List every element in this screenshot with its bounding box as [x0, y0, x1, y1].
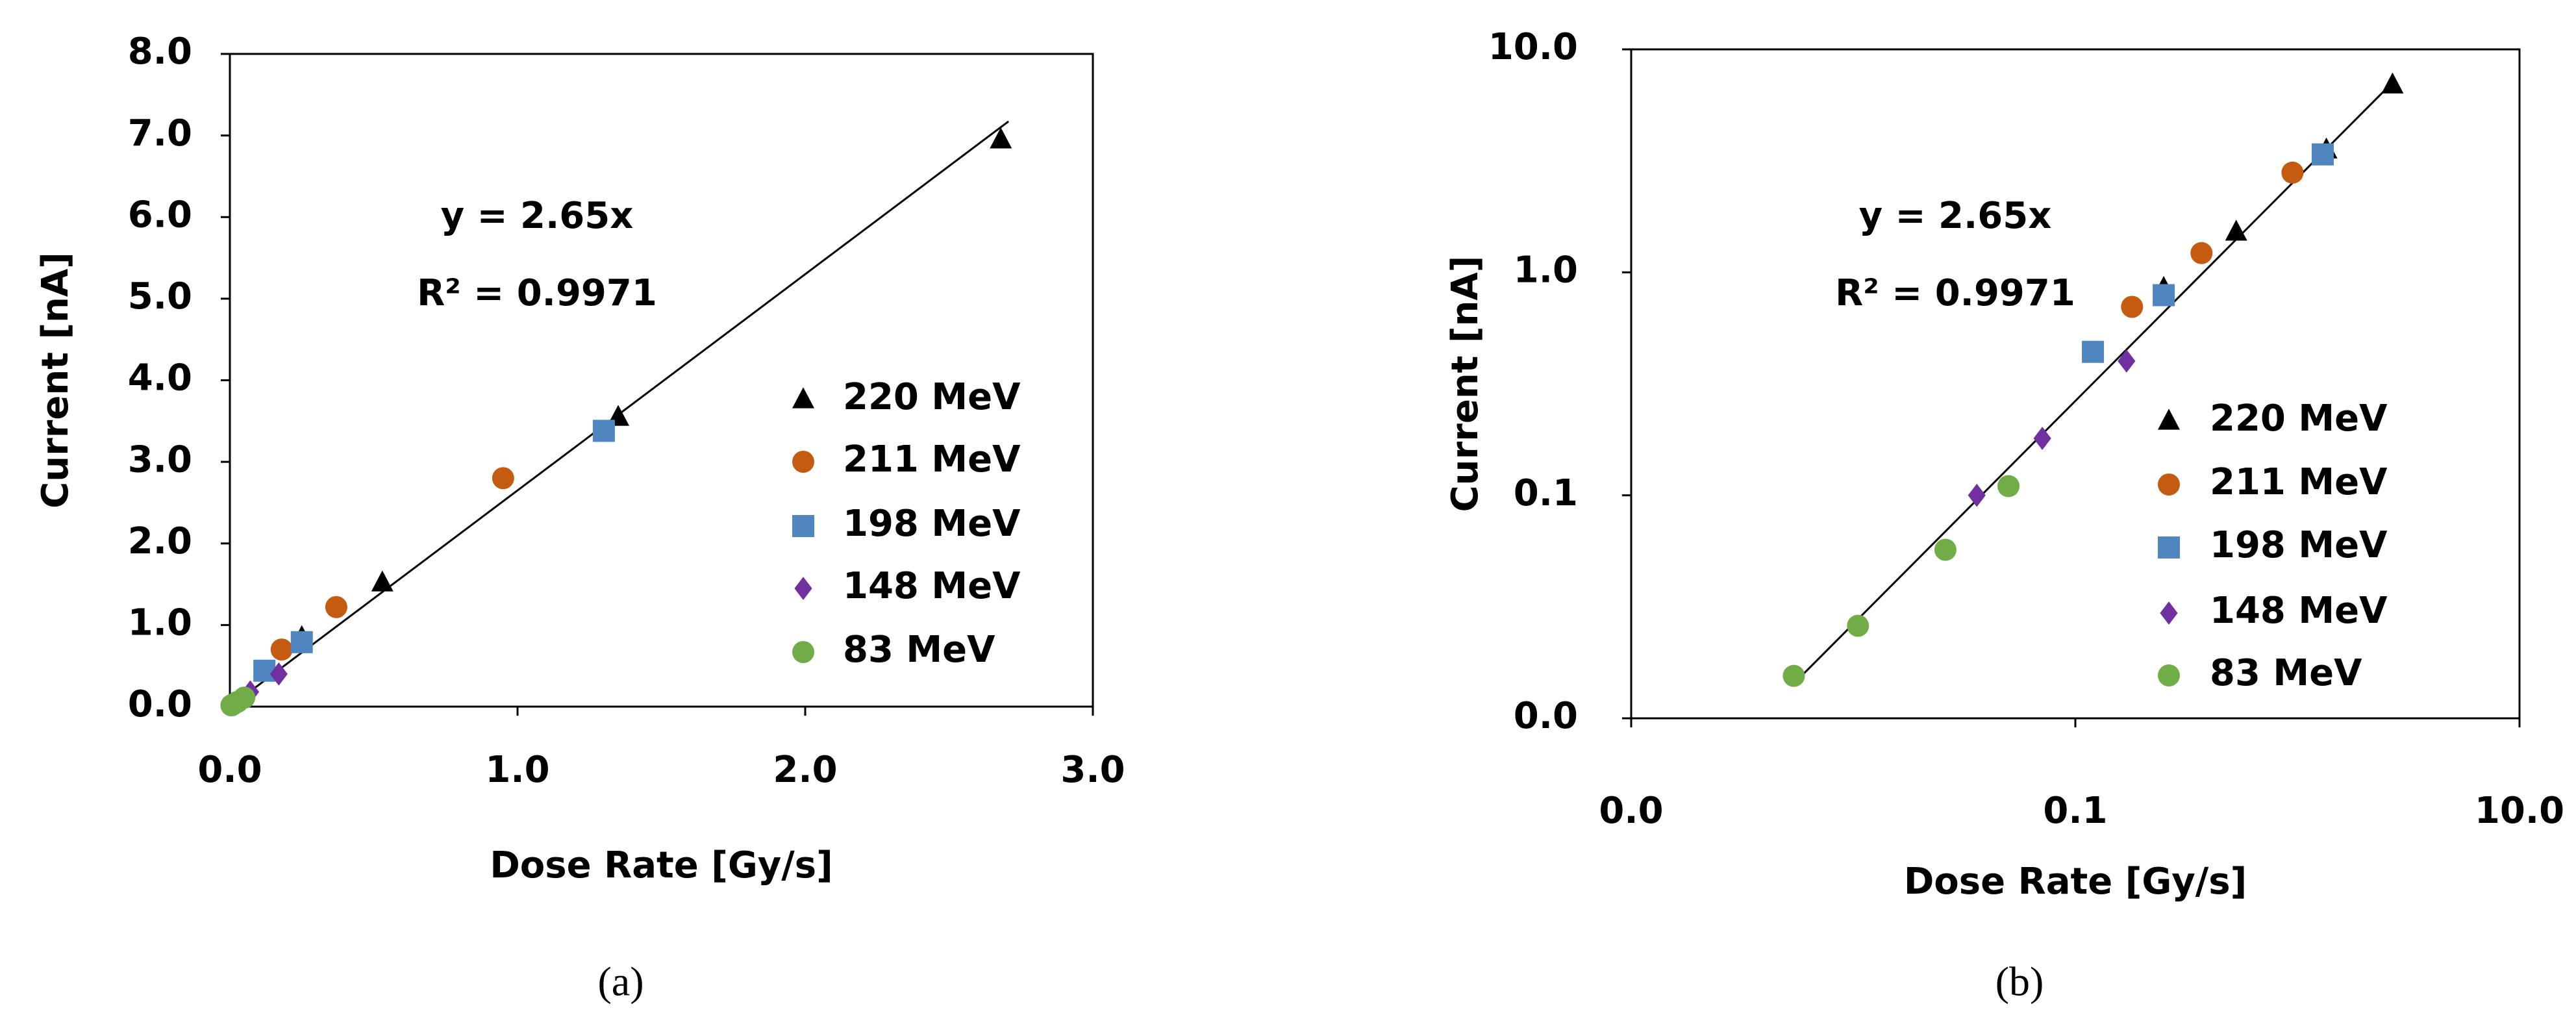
legend-marker [2158, 536, 2180, 559]
point [290, 631, 313, 653]
y-axis-title: Current [nA] [1444, 256, 1486, 512]
point [2033, 427, 2051, 450]
point [2118, 349, 2136, 373]
point [2311, 143, 2334, 166]
legend-marker [792, 387, 814, 409]
x-tick-label: 0.0 [1599, 790, 1663, 832]
legend-marker [794, 577, 812, 600]
y-tick-label: 0.0 [1514, 695, 1578, 737]
y-axis-title: Current [nA] [34, 252, 77, 509]
legend-marker [792, 515, 814, 537]
x-tick-label: 2.0 [773, 749, 837, 791]
x-tick-label: 10.0 [2475, 790, 2564, 832]
legend-label: 148 MeV [843, 565, 1021, 607]
legend-marker [2160, 601, 2178, 625]
point [2381, 72, 2404, 94]
point [1968, 483, 1986, 507]
equation: R² = 0.9971 [417, 272, 657, 314]
point [2190, 242, 2213, 264]
y-tick-label: 8.0 [128, 31, 192, 73]
legend-marker [792, 451, 814, 473]
y-tick-label: 1.0 [1514, 249, 1578, 291]
legend-label: 220 MeV [2210, 397, 2388, 440]
x-axis-title: Dose Rate [Gy/s] [490, 844, 832, 887]
point [1847, 614, 1869, 637]
equation: y = 2.65x [441, 195, 634, 237]
point [233, 686, 256, 709]
point [270, 638, 293, 661]
point [2121, 296, 2144, 318]
legend-label: 211 MeV [843, 438, 1021, 481]
point [1782, 664, 1805, 687]
point [990, 127, 1012, 149]
legend-marker [2158, 409, 2180, 430]
x-tick-label: 3.0 [1060, 749, 1125, 791]
y-tick-label: 0.0 [128, 683, 192, 725]
x-tick-label: 0.0 [197, 749, 262, 791]
legend-label: 198 MeV [2210, 524, 2388, 566]
legend-label: 83 MeV [2210, 652, 2362, 694]
y-tick-label: 7.0 [128, 112, 192, 155]
y-tick-label: 10.0 [1488, 26, 1578, 68]
point [492, 467, 514, 490]
point [2082, 340, 2105, 363]
point [2225, 220, 2247, 241]
y-tick-label: 4.0 [128, 357, 192, 399]
legend-label: 148 MeV [2210, 590, 2388, 632]
x-tick-label: 0.1 [2043, 790, 2107, 832]
caption: (b) [1995, 959, 2044, 1005]
caption: (a) [597, 959, 644, 1005]
y-tick-label: 0.1 [1514, 472, 1578, 514]
legend-label: 211 MeV [2210, 461, 2388, 503]
point [253, 659, 276, 682]
point [371, 570, 394, 592]
legend-label: 220 MeV [843, 376, 1021, 418]
y-tick-label: 5.0 [128, 275, 192, 318]
x-tick-label: 1.0 [485, 749, 549, 791]
legend-marker [792, 641, 814, 663]
point [2281, 161, 2304, 184]
y-tick-label: 2.0 [128, 520, 192, 562]
point [592, 420, 615, 442]
point [325, 596, 347, 618]
point [1934, 538, 1957, 561]
point [1997, 475, 2020, 497]
y-tick-label: 1.0 [128, 602, 192, 644]
legend-marker [2158, 664, 2180, 686]
point [2153, 284, 2175, 307]
legend-marker [2158, 473, 2180, 496]
point [269, 662, 288, 686]
equation: R² = 0.9971 [1835, 272, 2075, 314]
y-tick-label: 6.0 [128, 194, 192, 236]
equation: y = 2.65x [1859, 195, 2052, 237]
legend-label: 198 MeV [843, 503, 1021, 545]
legend-label: 83 MeV [843, 629, 995, 671]
x-axis-title: Dose Rate [Gy/s] [1904, 861, 2247, 903]
y-tick-label: 3.0 [128, 438, 192, 481]
